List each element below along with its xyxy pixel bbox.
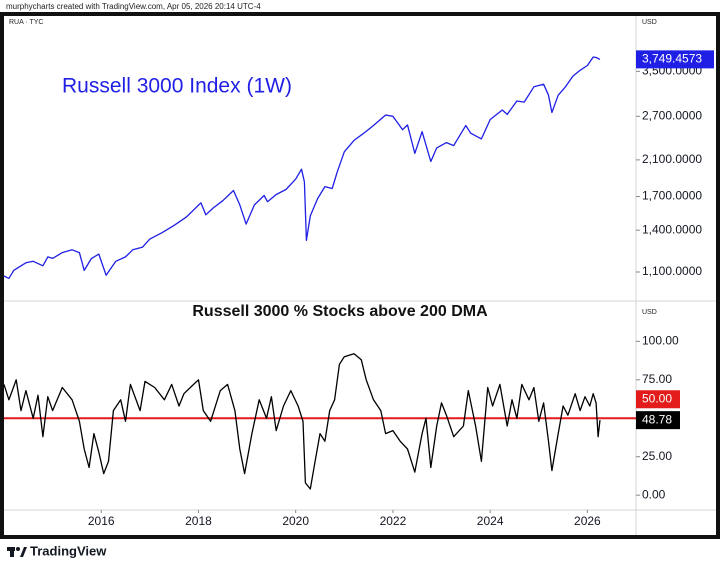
y-tick-label: 100.00 bbox=[642, 334, 679, 348]
axis-unit: USD bbox=[642, 19, 657, 26]
y-tick-label: 0.00 bbox=[642, 487, 666, 501]
chart-frame bbox=[0, 12, 720, 539]
x-tick-label: 2024 bbox=[477, 514, 504, 528]
reference-label: 50.00 bbox=[642, 391, 672, 405]
x-tick-label: 2022 bbox=[380, 514, 407, 528]
last-value-label: 48.78 bbox=[642, 412, 672, 426]
x-tick-label: 2018 bbox=[185, 514, 212, 528]
last-value-box bbox=[636, 50, 714, 69]
last-value-box bbox=[636, 411, 680, 430]
y-tick-label: 25.00 bbox=[642, 449, 672, 463]
logo-part bbox=[16, 547, 20, 551]
x-tick-label: 2016 bbox=[88, 514, 115, 528]
y-tick-label: 1,700.0000 bbox=[642, 189, 702, 203]
footer-brand: TradingView bbox=[30, 543, 107, 558]
x-tick-label: 2020 bbox=[282, 514, 309, 528]
symbol-label: RUA · TYC bbox=[9, 19, 44, 26]
chart-title: Russell 3000 Index (1W) bbox=[62, 75, 292, 98]
line-series bbox=[3, 56, 601, 280]
y-tick-label: 2,100.0000 bbox=[642, 152, 702, 166]
last-value-label: 3,749.4573 bbox=[642, 52, 702, 66]
axis-unit: USD bbox=[642, 309, 657, 316]
y-tick-label: 1,400.0000 bbox=[642, 222, 702, 236]
tradingview-logo bbox=[7, 547, 27, 557]
header: murphycharts created with TradingView.co… bbox=[6, 2, 261, 11]
logo-part bbox=[20, 547, 27, 557]
x-tick-label: 2026 bbox=[574, 514, 601, 528]
line-series bbox=[3, 353, 601, 490]
logo-part bbox=[10, 547, 14, 557]
y-tick-label: 1,100.0000 bbox=[642, 264, 702, 278]
y-tick-label: 2,700.0000 bbox=[642, 108, 702, 122]
y-tick-label: 75.00 bbox=[642, 372, 672, 386]
chart-title: Russell 3000 % Stocks above 200 DMA bbox=[192, 303, 488, 320]
reference-label-box bbox=[636, 390, 680, 409]
